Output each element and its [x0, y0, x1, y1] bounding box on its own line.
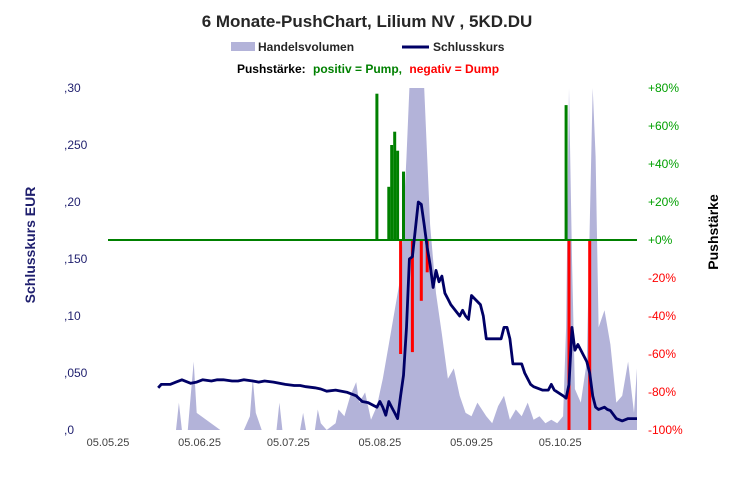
y-right-tick-label: +20% [648, 195, 679, 209]
legend-close-label: Schlusskurs [433, 40, 505, 54]
close-price-line [157, 200, 637, 423]
dump-bar [410, 240, 414, 353]
y-right-tick-label: -60% [648, 347, 676, 361]
x-tick-label: 05.05.25 [87, 437, 130, 449]
dump-bar [567, 240, 571, 430]
push-legend-positive: positiv = Pump, [313, 62, 402, 76]
pump-bar [390, 145, 394, 240]
y-left-tick-label: ,250 [64, 138, 88, 152]
x-tick-label: 05.10.25 [539, 437, 582, 449]
y-left-tick-label: ,050 [64, 366, 88, 380]
y-left-axis-title: Schlusskurs EUR [22, 187, 38, 304]
y-right-axis-title: Pushstärke [705, 194, 721, 270]
dump-bar [399, 240, 403, 354]
y-left-tick-label: ,10 [64, 309, 81, 323]
legend-volume-label: Handelsvolumen [258, 40, 354, 54]
x-tick-label: 05.09.25 [450, 437, 493, 449]
y-right-tick-label: +0% [648, 233, 673, 247]
y-right-tick-label: -80% [648, 385, 676, 399]
x-tick-label: 05.08.25 [358, 437, 401, 449]
x-tick-label: 05.07.25 [267, 437, 310, 449]
pump-bar [393, 131, 397, 240]
y-right-tick-label: -40% [648, 309, 676, 323]
y-right-tick-label: +40% [648, 157, 679, 171]
push-legend-prefix: Pushstärke: [237, 62, 306, 76]
pump-bar [402, 171, 405, 240]
y-left-tick-label: ,20 [64, 195, 81, 209]
pump-bar [564, 105, 568, 240]
pump-bar [387, 186, 391, 240]
pump-bar [375, 93, 379, 240]
y-left-tick-label: ,0 [64, 423, 74, 437]
y-right-tick-label: -20% [648, 271, 676, 285]
dump-bar [425, 240, 429, 273]
y-right-tick-label: +80% [648, 81, 679, 95]
dump-bar [419, 240, 423, 301]
y-right-tick-label: +60% [648, 119, 679, 133]
x-tick-label: 05.06.25 [178, 437, 221, 449]
legend-volume-swatch [231, 42, 255, 51]
y-left-tick-label: ,30 [64, 81, 81, 95]
pump-bar [396, 150, 400, 240]
y-right-tick-label: -100% [648, 423, 683, 437]
chart-title: 6 Monate-PushChart, Lilium NV , 5KD.DU [202, 12, 533, 31]
dump-bar [588, 240, 592, 430]
plot-area: ,0 ,050 ,10 ,150 ,20 ,250 ,30 +80% +60% +40% +20% +… [64, 81, 683, 449]
push-legend-negative: negativ = Dump [409, 62, 499, 76]
y-left-tick-label: ,150 [64, 252, 88, 266]
push-legend: Pushstärke: positiv = Pump, negativ = Du… [237, 62, 499, 76]
